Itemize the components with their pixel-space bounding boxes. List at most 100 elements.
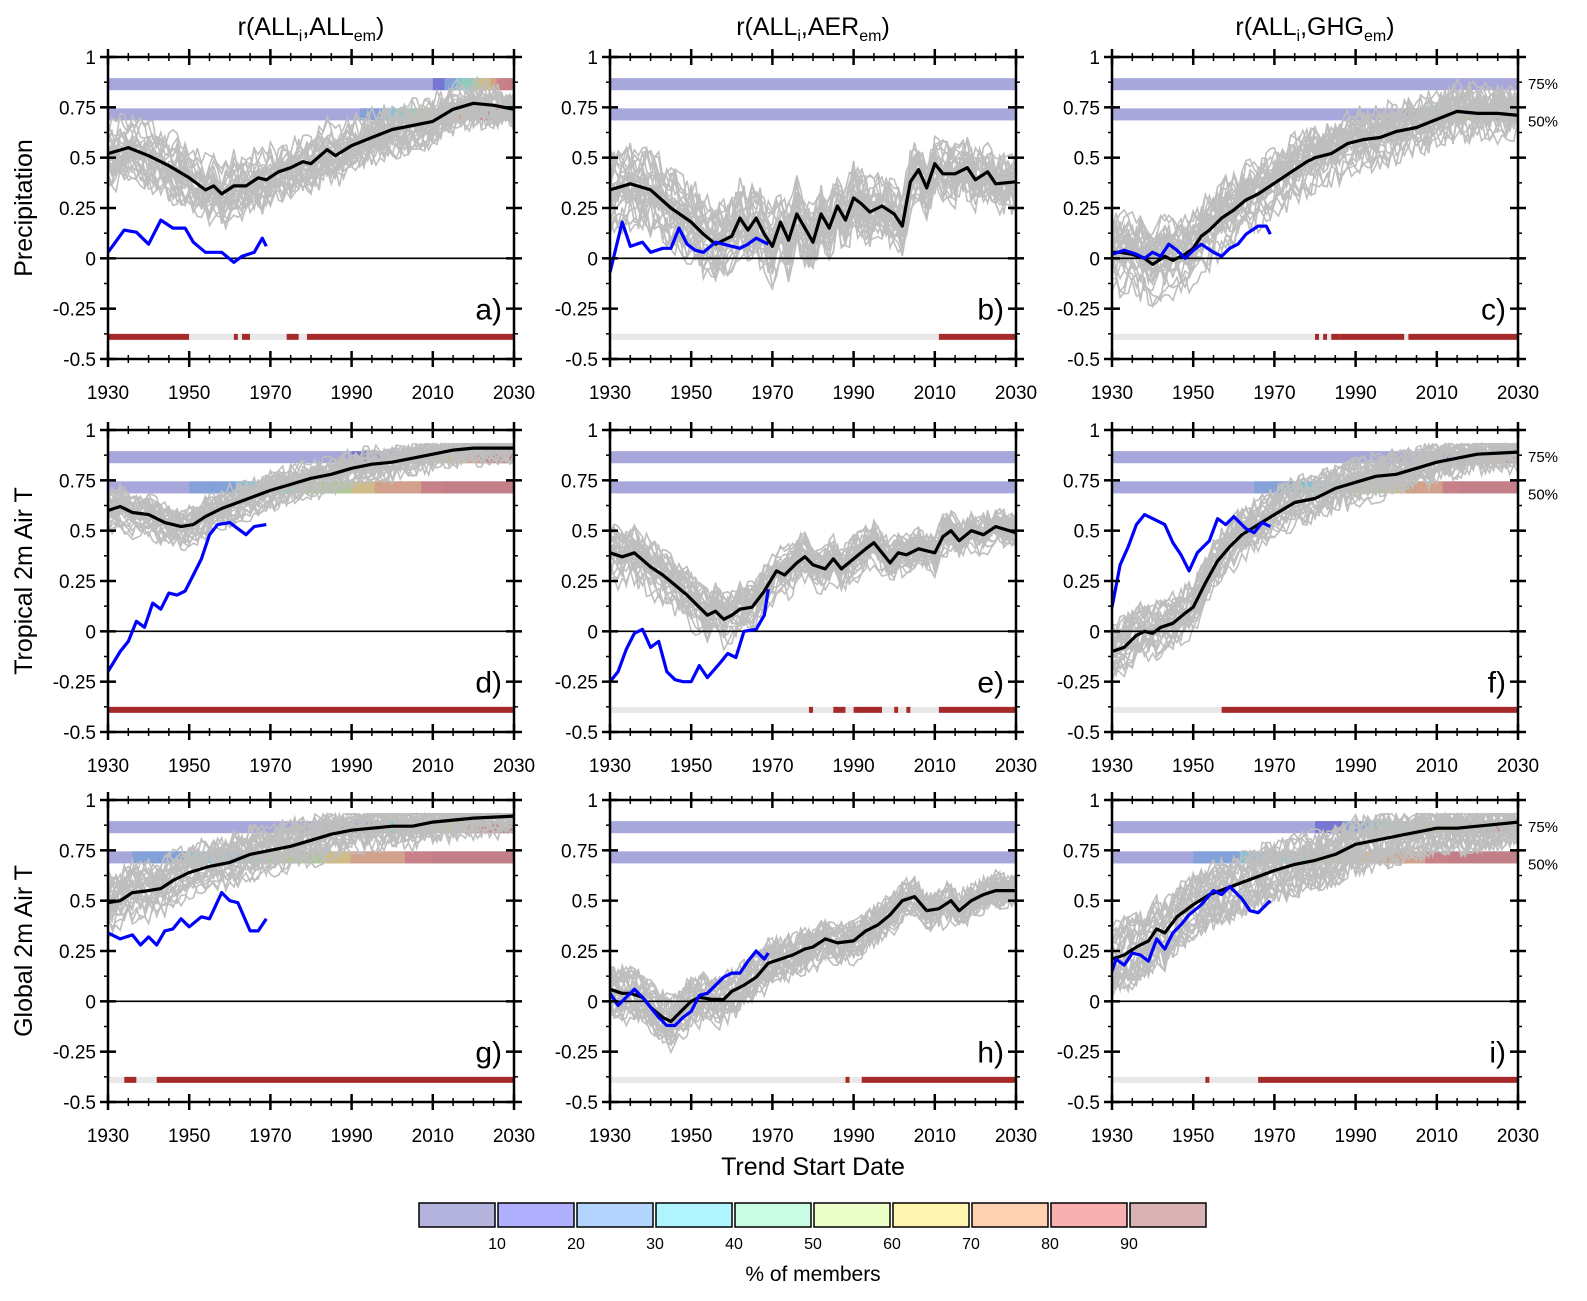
significance-bar-significant bbox=[1258, 1076, 1518, 1083]
panel-b: -0.5 -0.25 0 0.25 0.5 0.75 1 1930 1950 1970 1990 20… bbox=[555, 48, 1037, 404]
band-percent-segment bbox=[461, 78, 469, 91]
y-tick-label: 0 bbox=[85, 249, 96, 270]
x-tick-label: 1950 bbox=[168, 383, 210, 404]
significance-bar-significant bbox=[1408, 333, 1518, 340]
x-tick-label: 1970 bbox=[1253, 756, 1295, 777]
band-percent-segment bbox=[479, 78, 486, 91]
y-tick-label: 0.25 bbox=[561, 572, 598, 593]
significance-bar-significant bbox=[233, 333, 238, 340]
band-percent-segment bbox=[432, 851, 460, 864]
x-tick-label: 1990 bbox=[330, 1126, 372, 1147]
band-percent-segment bbox=[496, 78, 503, 91]
band-percent-segment bbox=[473, 78, 480, 91]
band-percent-segment bbox=[1461, 481, 1481, 494]
y-tick-label: 0.25 bbox=[59, 199, 96, 220]
y-tick-label: 1 bbox=[1089, 791, 1100, 812]
x-tick-label: 2010 bbox=[914, 383, 956, 404]
band-percent-segment bbox=[398, 481, 422, 494]
panel-label: b) bbox=[977, 294, 1004, 327]
significance-bar-not-significant bbox=[237, 333, 242, 340]
band-percent-segment bbox=[189, 481, 213, 494]
title-text: r(ALL bbox=[1235, 13, 1296, 41]
threshold-band-upper bbox=[108, 78, 514, 91]
y-tick-label: 0 bbox=[1089, 249, 1100, 270]
band-percent-segment bbox=[1471, 851, 1496, 864]
ensemble-member-line bbox=[107, 98, 515, 212]
ensemble-member-line bbox=[107, 442, 515, 536]
ensemble-member-line bbox=[609, 134, 1017, 231]
y-tick-label: 0 bbox=[1089, 622, 1100, 643]
significance-bar-significant bbox=[1331, 333, 1340, 340]
column-title: r(ALLi,ALLem) bbox=[238, 13, 385, 45]
significance-bar-not-significant bbox=[136, 1076, 157, 1083]
title-text: ,GHG bbox=[1300, 13, 1364, 41]
significance-bar-not-significant bbox=[610, 706, 809, 713]
y-tick-label: -0.25 bbox=[53, 1043, 96, 1064]
percent-label-50: 50% bbox=[1528, 486, 1558, 503]
colorbar-swatch bbox=[576, 1202, 654, 1228]
x-tick-label: 2010 bbox=[1416, 383, 1458, 404]
x-tick-label: 1990 bbox=[832, 756, 874, 777]
significance-bar-not-significant bbox=[1112, 333, 1315, 340]
band-percent-segment bbox=[404, 851, 433, 864]
panel-label: i) bbox=[1489, 1037, 1506, 1070]
band-percent-segment bbox=[444, 78, 451, 91]
band-percent-segment bbox=[502, 78, 509, 91]
significance-bar-not-significant bbox=[849, 1076, 862, 1083]
x-tick-label: 1950 bbox=[168, 1126, 210, 1147]
panel-label: a) bbox=[475, 294, 502, 327]
panel-label: d) bbox=[475, 667, 502, 700]
ensemble-member-line bbox=[1111, 81, 1519, 250]
y-tick-label: 0.5 bbox=[70, 522, 96, 543]
y-tick-label: -0.25 bbox=[1057, 1043, 1100, 1064]
x-tick-label: 2030 bbox=[995, 1126, 1037, 1147]
significance-bar-not-significant bbox=[910, 706, 939, 713]
significance-bar-not-significant bbox=[610, 333, 939, 340]
x-tick-label: 1930 bbox=[87, 383, 129, 404]
band-percent-segment bbox=[374, 481, 399, 494]
significance-bar-not-significant bbox=[898, 706, 907, 713]
panel-f: -0.5 -0.25 0 0.25 0.5 0.75 1 1930 1950 1970 1990 20… bbox=[1057, 421, 1558, 777]
ensemble-member-line bbox=[609, 873, 1017, 1018]
significance-bar-not-significant bbox=[189, 333, 234, 340]
x-tick-label: 1930 bbox=[1091, 756, 1133, 777]
x-tick-label: 1950 bbox=[1172, 1126, 1214, 1147]
colorbar-tick-label: 40 bbox=[725, 1236, 743, 1253]
ensemble-mean-line bbox=[107, 101, 515, 196]
significance-bar-not-significant bbox=[250, 333, 287, 340]
ensemble-member-line bbox=[609, 525, 1017, 636]
y-tick-label: 0.75 bbox=[561, 841, 598, 862]
band-percent-segment bbox=[459, 851, 488, 864]
significance-bar-not-significant bbox=[845, 706, 854, 713]
x-tick-label: 1970 bbox=[751, 1126, 793, 1147]
colorbar-tick-label: 90 bbox=[1120, 1236, 1138, 1253]
significance-bar-significant bbox=[833, 706, 846, 713]
percent-label-75: 75% bbox=[1528, 449, 1558, 466]
ensemble-member-line bbox=[1111, 449, 1519, 670]
panel-c: -0.5 -0.25 0 0.25 0.5 0.75 1 1930 1950 1970 1990 20… bbox=[1057, 48, 1558, 404]
ensemble-member-line bbox=[609, 868, 1017, 1000]
colorbar-tick-label: 60 bbox=[883, 1236, 901, 1253]
y-tick-label: -0.5 bbox=[1067, 1093, 1100, 1114]
significance-bar-significant bbox=[894, 706, 899, 713]
colorbar-swatch bbox=[655, 1202, 733, 1228]
band-percent-segment bbox=[508, 78, 515, 91]
y-tick-label: -0.5 bbox=[565, 350, 598, 371]
ensemble-member-line bbox=[609, 153, 1017, 247]
ensemble-member-line bbox=[1111, 107, 1519, 292]
y-tick-label: 0 bbox=[587, 249, 598, 270]
x-tick-label: 1990 bbox=[330, 756, 372, 777]
ensemble-mean-line bbox=[609, 525, 1017, 621]
colorbar-swatch bbox=[734, 1202, 812, 1228]
x-tick-label: 2010 bbox=[914, 1126, 956, 1147]
x-tick-label: 1930 bbox=[1091, 1126, 1133, 1147]
colorbar-swatch bbox=[1050, 1202, 1128, 1228]
ensemble-member-line bbox=[107, 442, 515, 526]
ensemble-mean-line bbox=[609, 889, 1016, 1024]
band-percent-segment bbox=[444, 481, 469, 494]
significance-bar-not-significant bbox=[1112, 1076, 1206, 1083]
x-tick-label: 1930 bbox=[589, 756, 631, 777]
y-tick-label: 0 bbox=[587, 622, 598, 643]
colorbar-tick-label: 70 bbox=[962, 1236, 980, 1253]
ensemble-member-line bbox=[1111, 442, 1518, 638]
